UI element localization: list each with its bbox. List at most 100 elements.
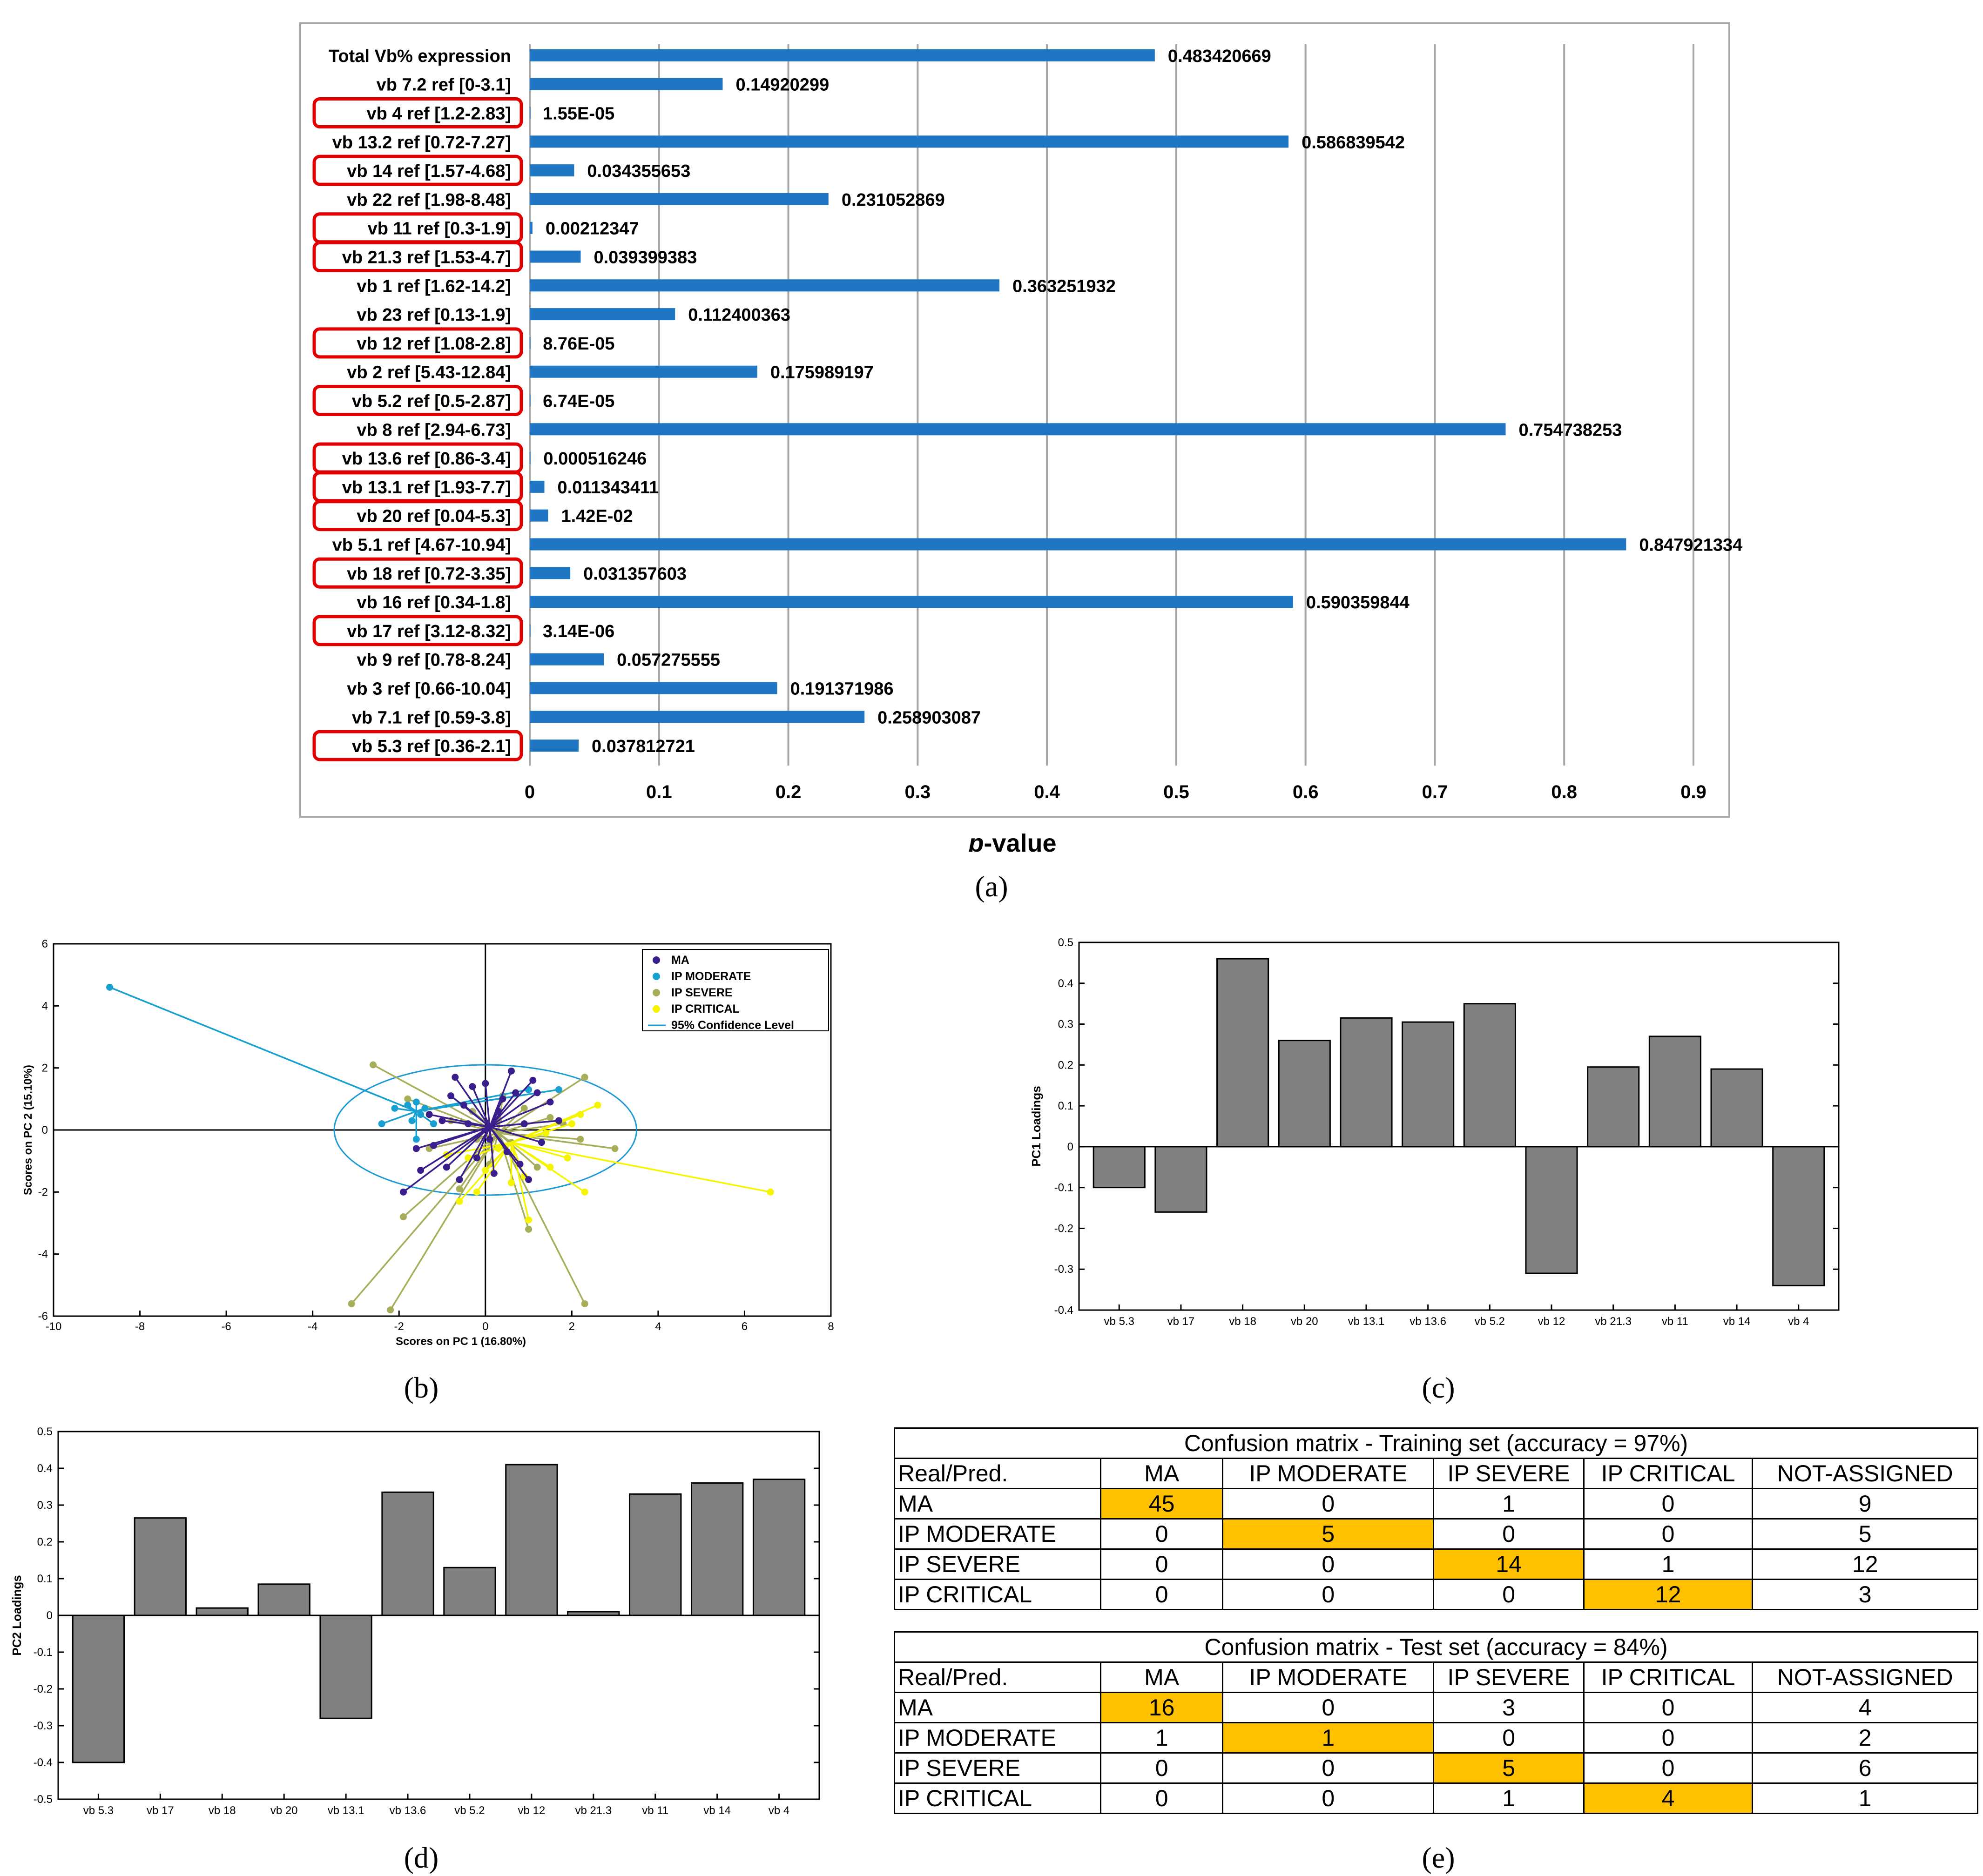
score-point [577,1111,584,1118]
category-label: vb 14 ref [1.57-4.68] [347,161,511,181]
score-connector [372,1064,499,1134]
score-connector [489,1080,534,1128]
y-tick-label: -2 [38,1186,48,1198]
chart-b-pca-scores: -10 -8 -6 -4 -2 0 2 4 6 8 -6 -4 -2 0 2 4 6 Scores on PC 1… [22,938,834,1348]
score-point [507,1067,515,1075]
y-tick-label: 0.4 [1058,977,1073,990]
x-tick-label: 2 [569,1320,575,1333]
score-connector [489,1127,495,1174]
panel-label-d: (d) [404,1841,439,1874]
score-point [452,1074,459,1081]
series-ip-moderate [106,983,562,1143]
x-tick-label: vb 5.3 [1104,1315,1134,1328]
matrix-cell: 0 [1222,1782,1435,1814]
loading-bar [1525,1146,1578,1274]
x-tick-label: 0.6 [1293,782,1319,802]
loading-bar [1340,1017,1393,1148]
matrix-cell: 12 [1752,1548,1978,1580]
matrix-cell: 0 [1100,1518,1224,1550]
series-ma [400,1067,562,1196]
score-connector [381,1110,417,1125]
loading-bar [1710,1068,1763,1148]
x-axis-title: Scores on PC 1 (16.80%) [396,1335,526,1348]
score-point [400,1213,407,1221]
x-tick-label: vb 21.3 [575,1804,612,1817]
score-point [546,1163,554,1171]
x-tick-label: vb 4 [1788,1315,1809,1328]
matrix-cell: 0 [1222,1692,1435,1723]
category-label: vb 5.1 ref [4.67-10.94] [332,536,511,555]
category-label: vb 11 ref [0.3-1.9] [368,219,511,239]
y-tick-label: 6 [42,938,48,950]
matrix-cell: 1 [1583,1548,1754,1580]
bar [530,452,531,464]
x-tick-label: vb 13.1 [328,1804,364,1817]
x-tick-label: vb 18 [1229,1315,1256,1328]
matrix-cell: 0 [1100,1548,1224,1580]
data-label: 0.590359844 [1306,593,1410,612]
matrix-cell: 1 [1100,1722,1224,1754]
matrix-cell-correct: 45 [1100,1488,1224,1520]
x-tick-label: vb 13.6 [1410,1315,1446,1328]
matrix-cell: 9 [1752,1488,1978,1520]
x-tick-label: -2 [394,1320,404,1333]
category-label: vb 9 ref [0.78-8.24] [357,651,511,670]
bar [530,394,531,407]
column-header: NOT-ASSIGNED [1752,1661,1978,1693]
score-connector [463,1104,491,1128]
score-point [348,1300,355,1307]
loading-bar [1278,1040,1331,1148]
bar [530,423,1506,436]
score-point [564,1154,571,1162]
column-header: NOT-ASSIGNED [1752,1458,1978,1489]
x-tick-label: vb 17 [1167,1315,1195,1328]
score-point [495,1145,502,1152]
score-point [767,1188,774,1196]
column-header: IP CRITICAL [1583,1458,1754,1489]
legend-label: 95% Confidence Level [671,1019,794,1032]
y-tick-label: -0.1 [1054,1182,1073,1194]
category-label: vb 8 ref [2.94-6.73] [357,420,511,440]
category-label: vb 21.3 ref [1.53-4.7] [342,248,511,268]
y-axis-title: PC1 Loadings [1029,1086,1043,1166]
y-tick-label: 0.3 [1058,1018,1073,1031]
highlight-box [312,730,523,761]
score-connector [511,1142,551,1168]
matrix-cell: 4 [1752,1692,1978,1723]
score-point [581,1300,588,1307]
category-label: vb 5.3 ref [0.36-2.1] [352,737,511,756]
score-point [408,1117,416,1124]
x-tick-label: 0.7 [1422,782,1448,802]
y-tick-label: 0 [1067,1141,1073,1153]
score-connector [511,1141,771,1193]
score-point [430,1120,437,1128]
score-point [581,1074,588,1081]
y-tick-label: 0 [42,1124,48,1136]
score-point [482,1167,489,1174]
x-tick-label: 0.3 [905,782,931,802]
loading-bar [134,1517,187,1616]
score-point [482,1080,489,1087]
loading-bar [319,1614,372,1719]
x-tick-label: vb 20 [270,1804,298,1817]
score-point [430,1142,437,1149]
legend-label: MA [671,954,689,967]
panel-label-c: (c) [1422,1371,1455,1404]
row-header: IP CRITICAL [893,1579,1102,1610]
bar [530,509,548,522]
score-point [503,1148,511,1156]
matrix-cell: 0 [1583,1518,1754,1550]
x-tick-label: vb 5.2 [454,1804,485,1817]
loading-bar [1154,1146,1207,1213]
category-label: vb 7.2 ref [0-3.1] [377,75,511,95]
x-tick-label: vb 5.2 [1475,1315,1505,1328]
loading-bar [196,1607,249,1616]
score-point [525,1225,533,1233]
score-point [412,1136,420,1143]
x-tick-label: -10 [46,1320,62,1333]
x-tick-label: -8 [135,1320,145,1333]
corner-header: Real/Pred. [893,1458,1102,1489]
highlight-box [312,327,523,359]
row-header: MA [893,1488,1102,1520]
x-tick-label: 4 [655,1320,661,1333]
